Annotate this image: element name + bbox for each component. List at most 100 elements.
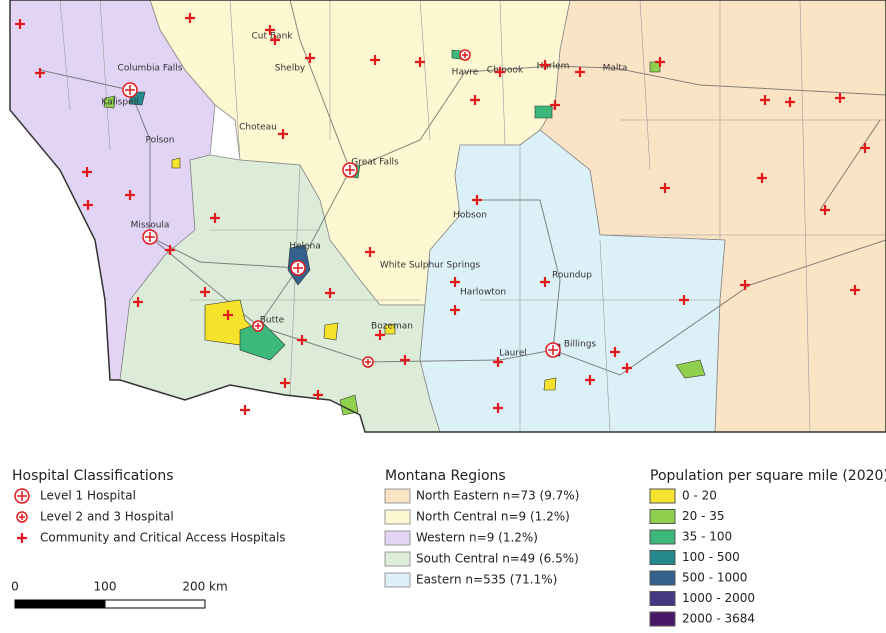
road	[257, 267, 299, 327]
city-label: White Sulphur Springs	[380, 261, 481, 271]
legend-swatch	[649, 529, 676, 545]
community-hospital	[610, 347, 620, 357]
legend-swatch	[649, 550, 676, 565]
community-hospital	[400, 355, 410, 365]
community-hospital	[450, 277, 460, 287]
community-hospital	[835, 93, 845, 103]
legend-title: Montana Regions	[385, 468, 506, 484]
community-hospital	[622, 363, 632, 373]
community-hospital	[785, 97, 795, 107]
community-hospital	[365, 247, 375, 257]
state-outline	[9, 0, 886, 433]
community-hospital	[133, 297, 143, 307]
city-label: Polson	[145, 136, 174, 146]
community-hospital	[35, 68, 45, 78]
community-hospital	[850, 285, 860, 295]
legend-item: Level 2 and 3 Hospital	[40, 510, 174, 524]
community-hospital	[370, 55, 380, 65]
legend-item: South Central n=49 (6.5%)	[416, 552, 579, 566]
level23-hospital-cross	[462, 52, 468, 58]
city-label: Helena	[289, 242, 321, 252]
legend-item: Community and Critical Access Hospitals	[40, 531, 286, 545]
city-label: Bozeman	[371, 322, 413, 332]
community-hospital	[305, 53, 315, 63]
community-hospital	[450, 305, 460, 315]
community-hospital	[125, 190, 135, 200]
community-hospital	[82, 167, 92, 177]
legend-item: 500 - 1000	[682, 571, 747, 585]
legend-item: 35 - 100	[682, 530, 732, 544]
legend-swatch	[649, 509, 676, 524]
city-label: Harlem	[537, 62, 570, 72]
community-hospital	[375, 330, 385, 340]
city-label: Havre	[452, 68, 479, 78]
population-patch	[323, 322, 339, 341]
community-hospital	[83, 200, 93, 210]
community-hospital	[540, 60, 550, 70]
population-patch	[675, 359, 706, 379]
city-label: Great Falls	[351, 158, 399, 168]
legend-item: North Central n=9 (1.2%)	[416, 510, 570, 524]
community-hospital	[740, 280, 750, 290]
population-patch	[649, 61, 661, 73]
legend-level23-symbol-cross	[19, 514, 25, 520]
city-label: Kalispell	[101, 98, 138, 108]
scale-segment	[14, 599, 106, 609]
population-patch	[171, 157, 181, 169]
population-patch	[103, 95, 116, 109]
road	[819, 119, 881, 211]
legend-item: 2000 - 3684	[682, 612, 755, 626]
community-hospital	[493, 403, 503, 413]
scale-bar: 0 100 200 km	[11, 580, 228, 609]
community-hospital	[540, 277, 550, 287]
legend-item: Level 1 Hospital	[40, 489, 136, 503]
legend-title: Population per square mile (2020)	[650, 468, 886, 484]
community-hospital	[472, 195, 482, 205]
legend-item: Eastern n=535 (71.1%)	[416, 573, 557, 587]
community-hospital	[313, 390, 323, 400]
city-label: Shelby	[275, 64, 306, 74]
hospital-markers	[14, 13, 870, 543]
community-hospital	[265, 25, 275, 35]
community-hospital	[820, 205, 830, 215]
population-patch	[384, 323, 396, 335]
community-hospital	[757, 173, 767, 183]
legend-swatch	[649, 611, 676, 627]
legend-swatch	[384, 572, 411, 588]
community-hospital	[297, 335, 307, 345]
legend-item: 100 - 500	[682, 550, 740, 564]
population-patch	[543, 377, 557, 391]
city-label: Billings	[564, 340, 597, 350]
scale-label: 100	[94, 580, 117, 594]
legend-item: 20 - 35	[682, 509, 725, 523]
legend-swatch	[649, 488, 676, 504]
community-hospital	[165, 245, 175, 255]
community-hospital	[280, 378, 290, 388]
community-hospital	[655, 57, 665, 67]
scale-segment	[104, 599, 206, 609]
city-label: Roundup	[552, 271, 592, 281]
level1-hospital-cross	[125, 85, 135, 95]
legend-swatch	[649, 570, 676, 586]
legend-item: 1000 - 2000	[682, 591, 755, 605]
city-label: Columbia Falls	[118, 64, 183, 74]
community-hospital	[679, 295, 689, 305]
community-hospital	[860, 143, 870, 153]
city-label: Laurel	[499, 349, 527, 359]
city-label: Choteau	[239, 123, 277, 133]
level1-hospital-cross	[548, 345, 558, 355]
community-hospital	[210, 213, 220, 223]
scale-label: 200 km	[182, 580, 227, 594]
city-label: Missoula	[131, 221, 170, 231]
community-hospital	[415, 57, 425, 67]
road	[480, 199, 561, 351]
city-labels: Cut Bank Havre Chinook Columbia Falls Shelby…	[101, 32, 627, 359]
city-label: Hobson	[453, 211, 487, 221]
level1-hospital-cross	[293, 263, 303, 273]
road	[149, 236, 886, 376]
road	[289, 0, 351, 171]
legend-swatch	[384, 509, 411, 525]
city-label: Butte	[260, 316, 285, 326]
community-hospital	[270, 35, 280, 45]
legends: Hospital Classifications Level 1 Hospital…	[12, 468, 886, 627]
